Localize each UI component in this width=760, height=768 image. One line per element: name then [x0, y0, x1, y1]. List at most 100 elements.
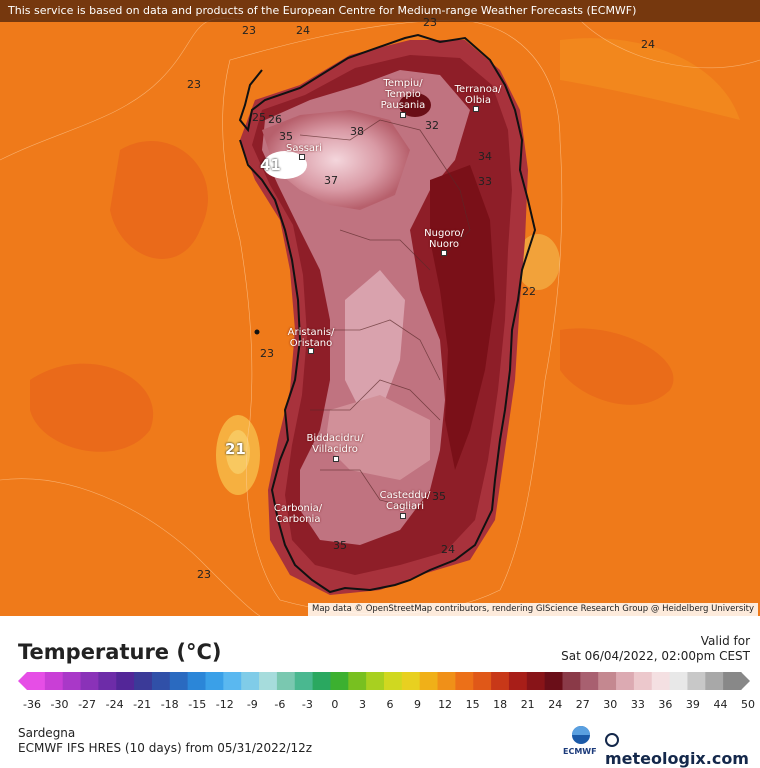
scale-swatch: [134, 672, 153, 690]
scale-tick-label: 39: [685, 698, 700, 711]
scale-swatch: [205, 672, 224, 690]
scale-swatch: [544, 672, 563, 690]
city-marker-oristano[interactable]: [308, 348, 314, 354]
isoline-label-max: 41: [260, 156, 281, 174]
scale-swatch: [419, 672, 439, 690]
city-label-olbia[interactable]: Terranoa/ Olbia: [454, 84, 502, 106]
scale-swatch: [312, 672, 331, 690]
temperature-map[interactable]: This service is based on data and produc…: [0, 0, 760, 616]
scale-tick-label: 33: [630, 698, 645, 711]
isoline-label: 23: [260, 347, 274, 360]
scale-swatch: [276, 672, 296, 690]
meteologix-logo[interactable]: meteologix.com: [605, 730, 760, 768]
scale-tick-label: -18: [160, 698, 179, 711]
scale-swatch: [580, 672, 599, 690]
scale-swatch: [437, 672, 456, 690]
map-attribution[interactable]: Map data © OpenStreetMap contributors, r…: [308, 603, 758, 616]
ecmwf-logo-icon[interactable]: [563, 724, 599, 758]
legend-title: Temperature (°C): [18, 640, 222, 664]
scale-swatch: [27, 672, 46, 690]
city-marker-nuoro[interactable]: [441, 250, 447, 256]
scale-swatch: [330, 672, 349, 690]
isoline-label: 23: [197, 568, 211, 581]
city-label-oristano[interactable]: Aristanis/ Oristano: [287, 327, 335, 349]
scale-tick-label: -3: [301, 698, 313, 711]
isoline-label: 26: [268, 113, 282, 126]
scale-tick-label: -6: [274, 698, 286, 711]
city-label-nuoro[interactable]: Nugoro/ Nuoro: [424, 228, 464, 250]
city-marker-cagliari[interactable]: [400, 513, 406, 519]
valid-for-label: Valid for: [700, 634, 750, 648]
scale-tick-label: 24: [548, 698, 563, 711]
scale-tick-label: 6: [386, 698, 394, 711]
scale-swatch: [384, 672, 403, 690]
scale-tick-label: 3: [358, 698, 366, 711]
isoline: [0, 478, 261, 616]
hot-spot-max: [263, 151, 307, 179]
city-marker-tempio[interactable]: [400, 112, 406, 118]
scale-tick-label: 15: [465, 698, 480, 711]
scale-swatch: [616, 672, 635, 690]
scale-swatch: [633, 672, 653, 690]
scale-tick-label: -12: [215, 698, 234, 711]
isoline-label: 32: [425, 119, 439, 132]
scale-swatch: [562, 672, 581, 690]
scale-swatch: [598, 672, 617, 690]
hot-spot-north: [262, 110, 410, 210]
city-marker-sassari[interactable]: [299, 154, 305, 160]
scale-tick-label: -9: [246, 698, 258, 711]
scale-arrow-left: [18, 672, 27, 690]
city-marker-olbia[interactable]: [473, 106, 479, 112]
isoline-label: 24: [641, 38, 655, 51]
isoline-label: 35: [333, 539, 347, 552]
scale-tick-label: 44: [713, 698, 728, 711]
isoline-label: 38: [350, 125, 364, 138]
scale-tick-label: 50: [741, 698, 755, 711]
isoline-label: 24: [296, 24, 310, 37]
sea-patch: [560, 38, 740, 120]
sea-patch: [560, 328, 674, 405]
sea-patch: [110, 141, 209, 259]
city-marker-villacidro[interactable]: [333, 456, 339, 462]
model-run-info: ECMWF IFS HRES (10 days) from 05/31/2022…: [18, 741, 313, 755]
scale-swatch: [651, 672, 671, 690]
isoline-label: 23: [423, 16, 437, 29]
scale-swatch: [508, 672, 528, 690]
warm-spot-tempio: [399, 93, 431, 117]
isoline-label: 35: [432, 490, 446, 503]
scale-swatch: [151, 672, 171, 690]
city-label-villacidro[interactable]: Biddacidru/ Villacidro: [306, 433, 364, 455]
map-canvas: [0, 17, 760, 616]
city-label-cagliari[interactable]: Casteddu/ Cagliari: [379, 490, 431, 512]
sea-warm-spot: [516, 234, 560, 290]
scale-tick-label: -36: [23, 698, 41, 711]
scale-swatch: [473, 672, 492, 690]
islet: [254, 329, 260, 335]
valid-for-value: Sat 06/04/2022, 02:00pm CEST: [561, 649, 750, 663]
scale-swatch: [669, 672, 688, 690]
scale-swatch: [455, 672, 474, 690]
warm-band-east: [430, 165, 495, 470]
scale-swatch: [491, 672, 510, 690]
isoline-label: 24: [441, 543, 455, 556]
city-label-sassari[interactable]: Sassari: [286, 143, 322, 154]
city-label-tempio[interactable]: Tempiu/ Tempio Pausania: [380, 78, 426, 111]
city-label-carbonia[interactable]: Carbonia/ Carbonia: [273, 503, 323, 525]
sea-warm-spot: [226, 430, 250, 474]
scale-swatch: [62, 672, 82, 690]
legend-panel: Temperature (°C) Valid for Sat 06/04/202…: [0, 616, 760, 768]
coastline: [238, 33, 537, 594]
scale-arrow-right: [741, 672, 750, 690]
region-name: Sardegna: [18, 726, 76, 740]
isoline-label: 23: [242, 24, 256, 37]
scale-swatch: [116, 672, 135, 690]
scale-tick-label: 0: [331, 698, 339, 711]
scale-tick-label: 30: [603, 698, 618, 711]
isoline-label: 35: [279, 130, 293, 143]
scale-tick-label: -15: [188, 698, 207, 711]
scale-swatch: [187, 672, 206, 690]
scale-swatch: [294, 672, 314, 690]
scale-tick-label: 21: [520, 698, 535, 711]
scale-swatch: [241, 672, 260, 690]
meteologix-globe-icon: [605, 733, 619, 747]
